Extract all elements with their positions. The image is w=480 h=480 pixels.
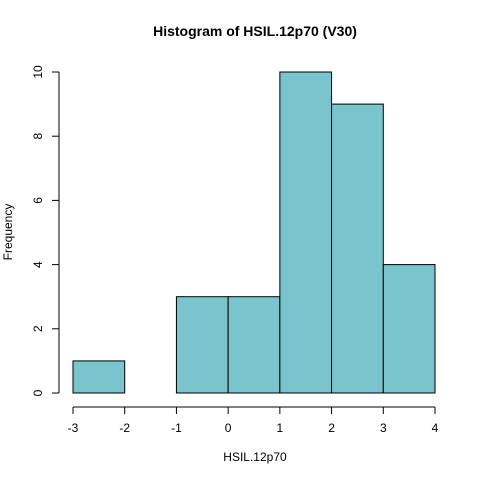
histogram-bar: [382, 264, 436, 394]
y-tick-label: 2: [31, 325, 45, 332]
x-tick-label: -1: [171, 421, 182, 435]
x-tick-label: 4: [432, 421, 439, 435]
x-tick-label: 2: [328, 421, 335, 435]
x-tick-label: 1: [277, 421, 284, 435]
y-tick-label: 4: [31, 261, 45, 268]
y-tick-label: 0: [31, 389, 45, 396]
x-tick-label: 0: [225, 421, 232, 435]
histogram-bar: [72, 360, 126, 394]
chart-title: Histogram of HSIL.12p70 (V30): [153, 23, 357, 39]
x-axis-label: HSIL.12p70: [223, 450, 287, 464]
x-tick-label: 3: [380, 421, 387, 435]
y-tick-label: 10: [31, 65, 45, 79]
histogram-bar: [279, 71, 333, 394]
y-axis: 0 2 4 6 8 10: [31, 65, 60, 396]
x-axis: -3 -2 -1 0 1 2 3 4: [68, 406, 439, 435]
histogram-bar: [331, 103, 384, 394]
y-tick-label: 6: [31, 197, 45, 204]
y-tick-label: 8: [31, 133, 45, 140]
y-axis-label: Frequency: [1, 204, 15, 261]
bars-group: [72, 71, 436, 394]
x-tick-label: -2: [119, 421, 130, 435]
histogram-bar: [175, 296, 229, 394]
x-tick-label: -3: [68, 421, 79, 435]
histogram-bar: [227, 296, 281, 394]
